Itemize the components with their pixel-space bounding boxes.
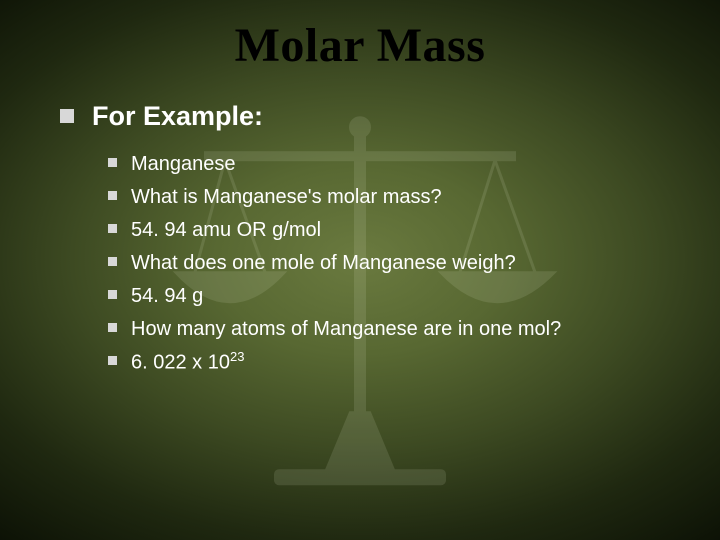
list-item: 6. 022 x 1023 <box>108 348 680 378</box>
square-bullet-icon <box>108 224 117 233</box>
list-item: Manganese <box>108 150 680 179</box>
item-text-exponent: 23 <box>230 349 244 364</box>
slide-title: Molar Mass <box>0 0 720 73</box>
item-text-base: 6. 022 x 10 <box>131 352 230 374</box>
item-text: How many atoms of Manganese are in one m… <box>131 315 561 344</box>
item-list: Manganese What is Manganese's molar mass… <box>108 150 680 378</box>
item-text: Manganese <box>131 150 236 179</box>
item-text: 54. 94 amu OR g/mol <box>131 216 321 245</box>
heading-row: For Example: <box>60 101 680 132</box>
list-item: What does one mole of Manganese weigh? <box>108 249 680 278</box>
list-item: What is Manganese's molar mass? <box>108 183 680 212</box>
heading-text: For Example: <box>92 101 263 132</box>
square-bullet-icon <box>108 356 117 365</box>
list-item: How many atoms of Manganese are in one m… <box>108 315 680 344</box>
item-text: What is Manganese's molar mass? <box>131 183 442 212</box>
square-bullet-icon <box>108 290 117 299</box>
item-text: 6. 022 x 1023 <box>131 348 244 378</box>
slide: Molar Mass For Example: Manganese What i… <box>0 0 720 540</box>
square-bullet-icon <box>108 191 117 200</box>
square-bullet-icon <box>60 109 74 123</box>
square-bullet-icon <box>108 323 117 332</box>
item-text: What does one mole of Manganese weigh? <box>131 249 516 278</box>
item-text: 54. 94 g <box>131 282 203 311</box>
slide-content: For Example: Manganese What is Manganese… <box>0 73 720 378</box>
square-bullet-icon <box>108 257 117 266</box>
square-bullet-icon <box>108 158 117 167</box>
list-item: 54. 94 amu OR g/mol <box>108 216 680 245</box>
list-item: 54. 94 g <box>108 282 680 311</box>
